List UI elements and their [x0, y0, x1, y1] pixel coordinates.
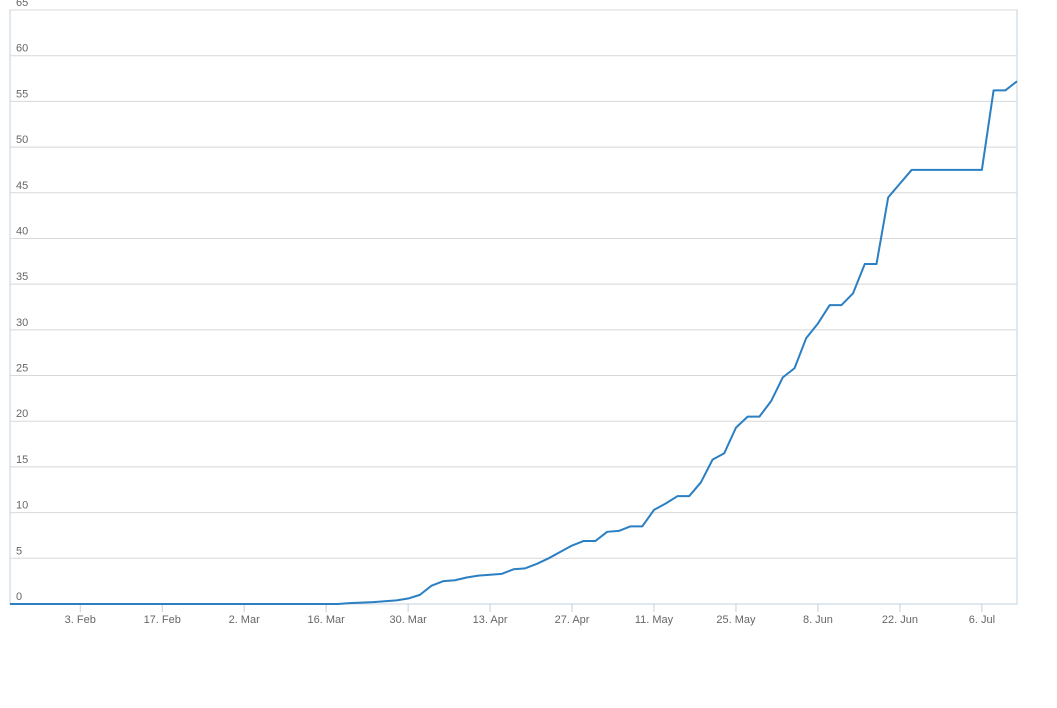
x-tick-label: 22. Jun — [882, 614, 918, 626]
x-tick-label: 16. Mar — [308, 614, 346, 626]
x-tick-label: 25. May — [716, 614, 756, 626]
y-tick-label: 20 — [16, 408, 28, 420]
x-tick-label: 11. May — [635, 614, 674, 626]
y-tick-label: 35 — [16, 271, 28, 283]
y-tick-label: 5 — [16, 545, 22, 557]
y-tick-label: 25 — [16, 363, 28, 375]
x-tick-label: 3. Feb — [65, 614, 96, 626]
x-tick-label: 8. Jun — [803, 614, 833, 626]
y-tick-label: 45 — [16, 180, 28, 192]
plot-border — [9, 9, 1018, 605]
x-tick-label: 30. Mar — [389, 614, 427, 626]
y-tick-label: 40 — [16, 225, 28, 237]
x-tick-label: 6. Jul — [969, 614, 995, 626]
y-tick-label: 60 — [16, 43, 28, 55]
x-tick-label: 17. Feb — [144, 614, 181, 626]
y-tick-label: 15 — [16, 454, 28, 466]
x-tick-label: 2. Mar — [229, 614, 261, 626]
y-tick-label: 50 — [16, 134, 28, 146]
y-tick-label: 0 — [16, 591, 22, 603]
y-tick-label: 10 — [16, 500, 28, 512]
y-tick-label: 55 — [16, 88, 28, 100]
y-tick-label: 30 — [16, 317, 28, 329]
y-tick-label: 65 — [16, 0, 28, 9]
x-tick-label: 13. Apr — [473, 614, 508, 626]
data-line — [10, 80, 1018, 605]
x-tick-label: 27. Apr — [555, 614, 590, 626]
